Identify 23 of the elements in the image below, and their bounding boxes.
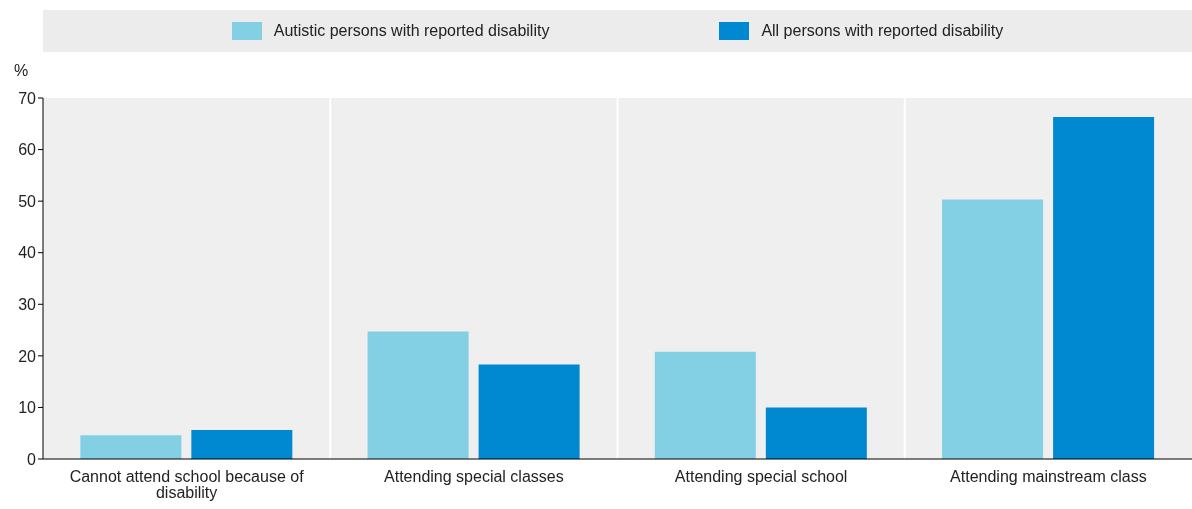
bar: [367, 331, 469, 459]
x-tick-label: Attending special classes: [384, 468, 564, 486]
y-tick-label: 10: [18, 399, 37, 417]
legend-label: All persons with reported disability: [761, 22, 1004, 40]
bar: [942, 199, 1044, 459]
y-tick-label: 0: [27, 450, 37, 468]
bar: [478, 364, 580, 459]
bar: [765, 407, 867, 459]
y-tick-label: 40: [18, 244, 37, 262]
y-tick-label: 70: [18, 89, 37, 107]
bar: [654, 351, 756, 459]
y-tick-label: 60: [18, 141, 37, 159]
bar: [191, 430, 293, 459]
y-axis-title: %: [14, 62, 29, 80]
y-tick-label: 30: [18, 295, 37, 313]
legend-label: Autistic persons with reported disability: [273, 22, 550, 40]
bar: [80, 435, 182, 459]
x-tick-label: Attending mainstream class: [950, 468, 1147, 486]
y-tick-label: 50: [18, 192, 37, 210]
bar: [1053, 117, 1155, 459]
x-tick-label: Attending special school: [674, 468, 848, 486]
x-tick-label: Cannot attend school because of disability: [69, 468, 305, 502]
y-tick-label: 20: [18, 347, 37, 365]
